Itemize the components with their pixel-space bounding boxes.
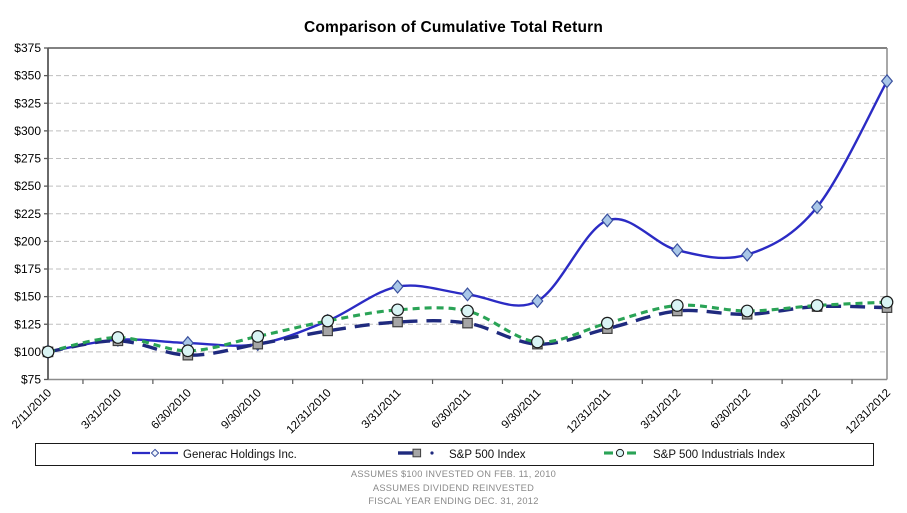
x-tick-label: 6/30/2010 (149, 387, 194, 432)
x-tick-label: 9/30/2010 (219, 387, 264, 432)
x-tick-label: 3/31/2010 (79, 387, 124, 432)
circle-marker (531, 335, 544, 349)
y-tick-label: $275 (14, 152, 41, 166)
x-tick-label: 12/31/2010 (285, 387, 334, 436)
y-tick-label: $200 (14, 234, 41, 248)
legend-label: S&P 500 Index (449, 448, 526, 461)
legend-label: S&P 500 Industrials Index (653, 448, 786, 461)
square-marker (322, 325, 333, 337)
circle-marker (321, 314, 335, 328)
square-marker (462, 317, 473, 329)
y-tick-label: $250 (14, 179, 41, 193)
diamond-marker (880, 73, 894, 89)
diamond-marker (391, 279, 404, 294)
diamond-marker (741, 247, 754, 262)
y-tick-label: $350 (14, 69, 41, 83)
x-tick-label: 6/30/2011 (430, 387, 474, 431)
circle-marker (880, 295, 894, 309)
x-tick-label: 12/31/2012 (844, 387, 893, 436)
y-tick-label: $300 (14, 124, 41, 138)
x-tick-label: 9/30/2011 (499, 387, 543, 431)
chart-footnote: ASSUMES $100 INVESTED ON FEB. 11, 2010 A… (0, 468, 907, 509)
x-tick-label: 3/31/2011 (360, 387, 404, 431)
y-tick-label: $175 (14, 262, 41, 276)
y-tick-label: $325 (14, 96, 41, 110)
diamond-marker (531, 293, 544, 309)
diamond-marker (601, 213, 614, 228)
y-tick-label: $75 (21, 373, 41, 387)
circle-marker (41, 345, 55, 359)
series-2 (41, 295, 894, 359)
plot-area: $375 $350 $325 $300 $275 $250 $225 $200 $175 $150… (10, 41, 894, 436)
diamond-marker (810, 199, 824, 215)
x-tick-label: 2/11/2010 (10, 387, 54, 431)
circle-marker (251, 330, 265, 343)
dash-square-swatch-icon (398, 446, 444, 463)
dash-circle-swatch-icon (602, 446, 648, 463)
legend-item-sp500: S&P 500 Index (398, 444, 526, 465)
x-tick-label: 6/30/2012 (709, 387, 754, 432)
x-tick-label: 12/31/2011 (565, 387, 614, 436)
footnote-line: ASSUMES $100 INVESTED ON FEB. 11, 2010 (350, 469, 557, 479)
chart-title: Comparison of Cumulative Total Return (303, 19, 604, 36)
x-tick-label: 3/31/2012 (639, 387, 684, 432)
y-tick-label: $150 (14, 290, 41, 304)
footnote-line: FISCAL YEAR ENDING DEC. 31, 2012 (368, 496, 539, 506)
x-tick-label: 9/30/2012 (779, 387, 824, 432)
square-marker (392, 316, 403, 328)
y-tick-label: $100 (14, 345, 41, 359)
circle-marker (600, 316, 614, 330)
diamond-marker (461, 287, 474, 302)
circle-marker (111, 331, 125, 344)
legend-item-generac: Generac Holdings Inc. (132, 444, 297, 465)
circle-marker (740, 304, 754, 318)
y-tick-label: $225 (14, 207, 41, 221)
circle-marker (461, 304, 474, 318)
circle-marker (670, 299, 684, 312)
y-tick-label: $375 (14, 41, 41, 55)
circle-marker (810, 299, 824, 312)
footnote-line: ASSUMES DIVIDEND REINVESTED (372, 482, 535, 493)
legend-item-sp500-industrials: S&P 500 Industrials Index (602, 444, 785, 465)
diamond-marker (671, 242, 684, 258)
y-tick-label: $125 (14, 317, 41, 331)
legend-label: Generac Holdings Inc. (183, 448, 297, 461)
legend: Generac Holdings Inc. S&P 500 Index S&P … (35, 443, 874, 466)
circle-marker (181, 344, 195, 358)
line-diamond-swatch-icon (132, 446, 178, 463)
circle-marker (391, 303, 404, 317)
